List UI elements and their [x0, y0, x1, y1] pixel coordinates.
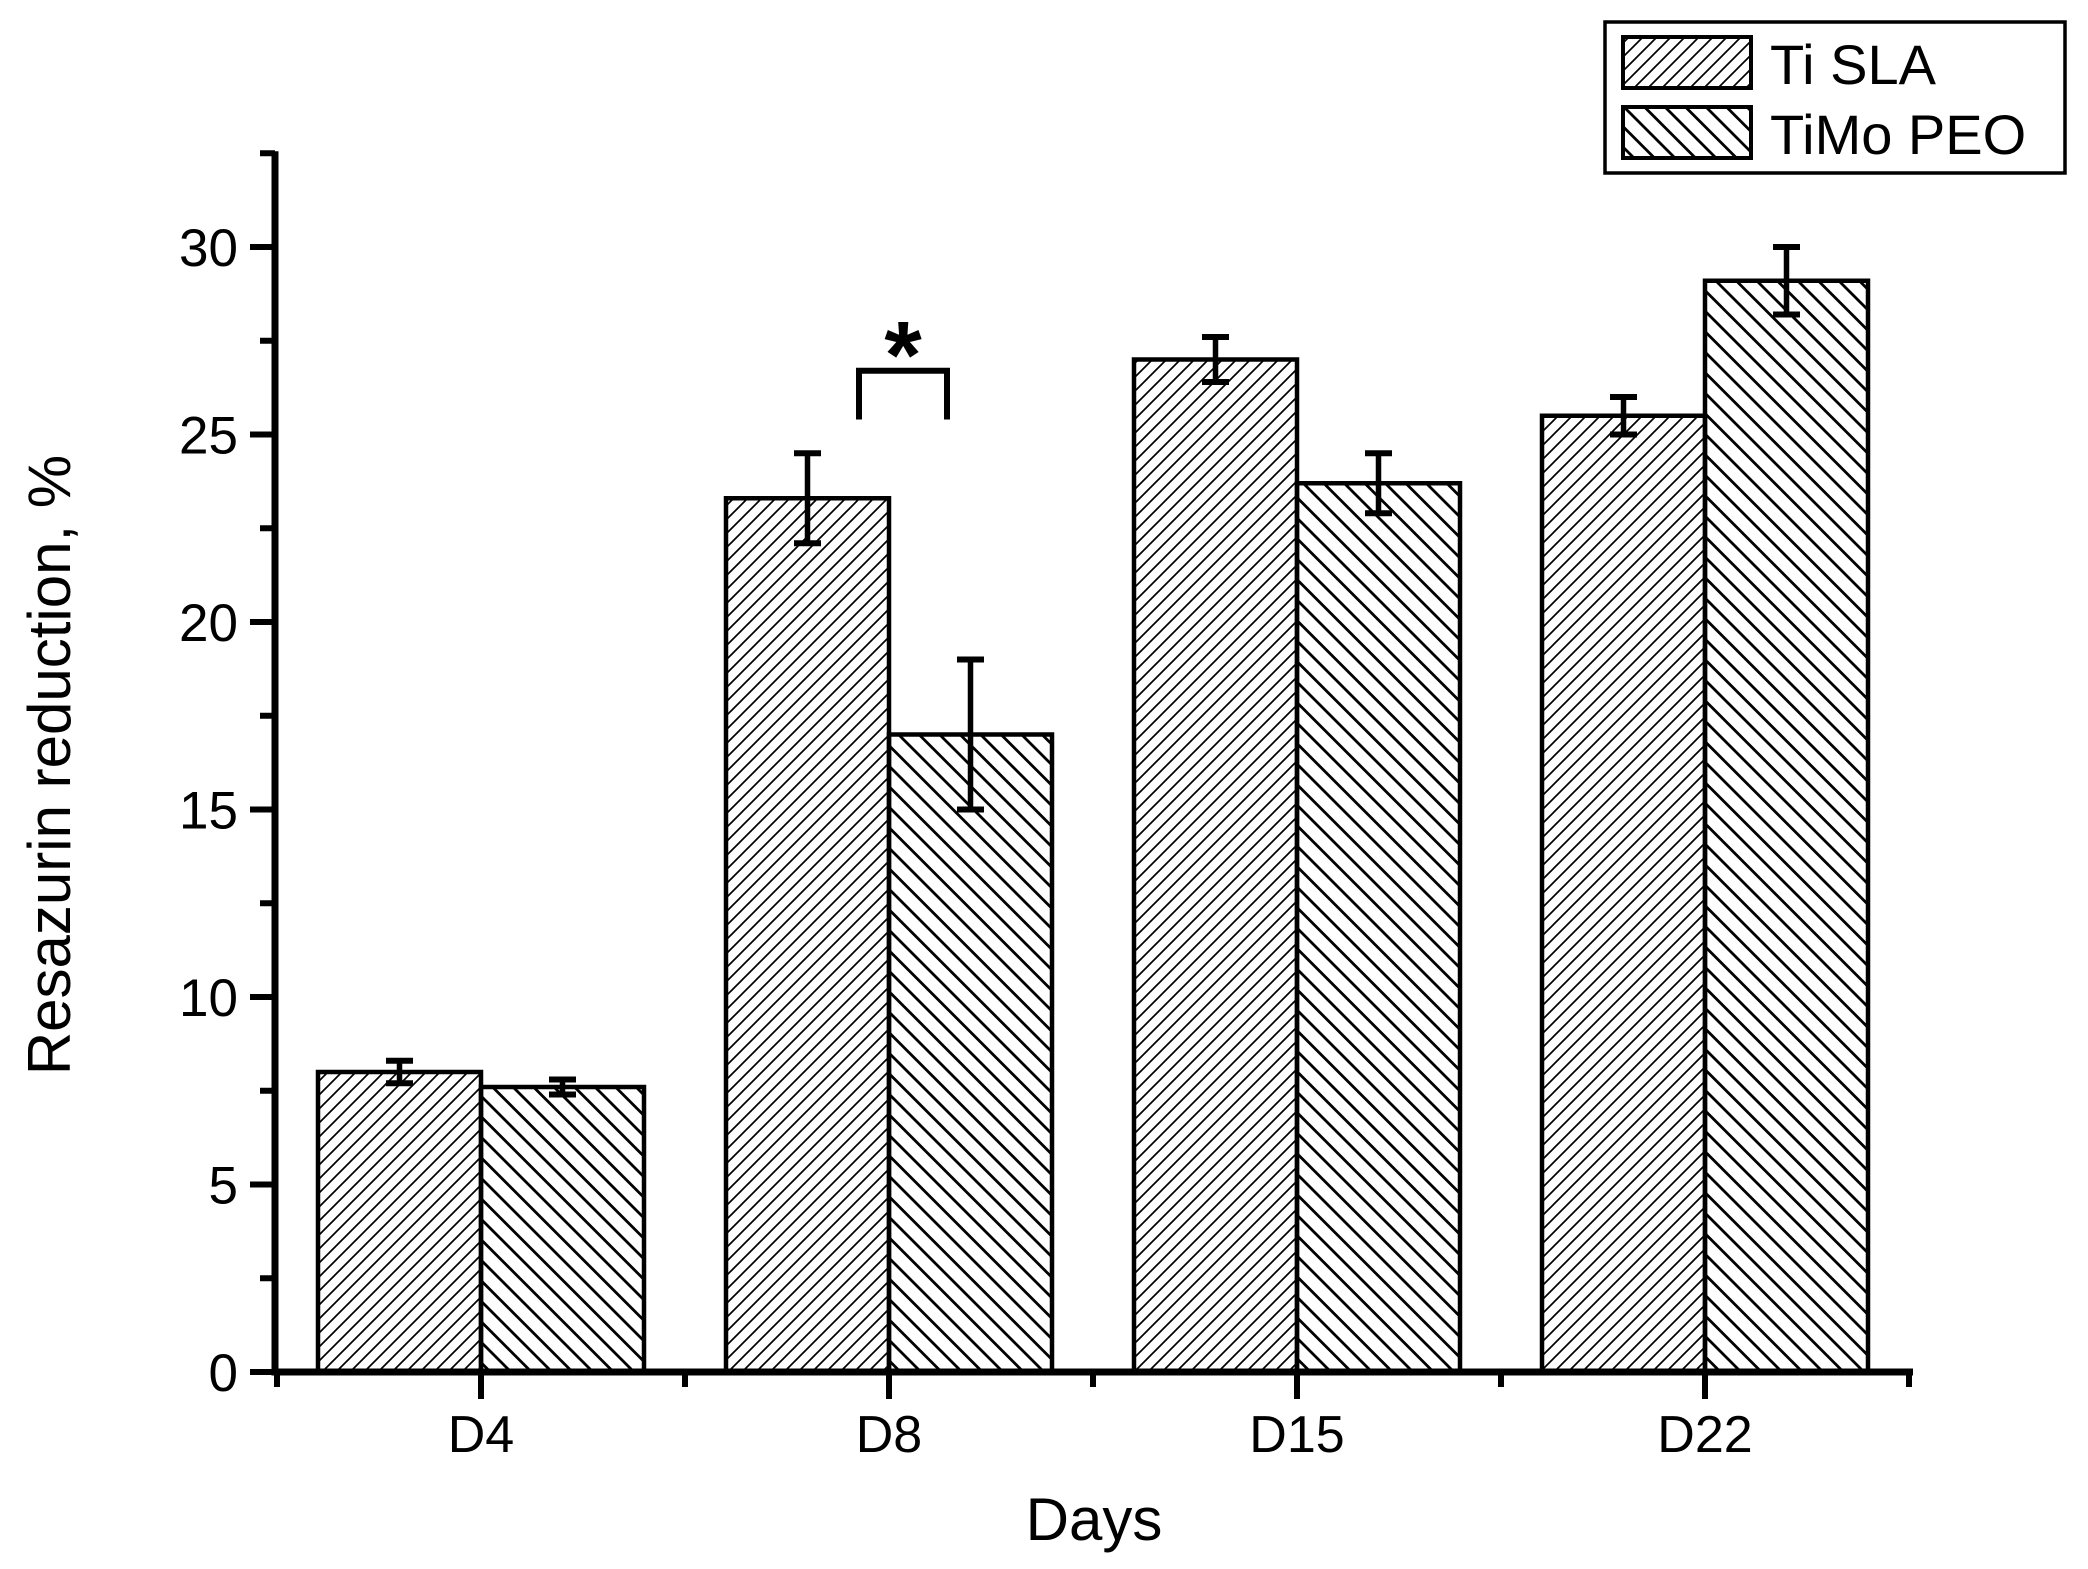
bar-ti-sla-d8	[723, 496, 892, 1375]
x-axis-title: Days	[1026, 1486, 1163, 1553]
y-tick-label: 5	[209, 1157, 238, 1216]
y-tick-label: 25	[179, 407, 238, 466]
x-tick-label: D4	[448, 1406, 514, 1464]
y-tick-label: 0	[209, 1344, 238, 1403]
significance-annotation: *	[856, 302, 950, 420]
y-tick-label: 10	[179, 969, 238, 1028]
bars	[315, 278, 1871, 1375]
y-axis-title: Resazurin reduction, %	[16, 455, 83, 1075]
bar-timo-peo-d15	[1294, 481, 1463, 1375]
legend-label-timo-peo: TiMo PEO	[1770, 103, 2026, 166]
legend: Ti SLA TiMo PEO	[1603, 20, 2067, 175]
bar-timo-peo-d4	[478, 1084, 647, 1375]
x-tick-label: D22	[1657, 1406, 1752, 1464]
axis-titles: Days Resazurin reduction, %	[16, 455, 1162, 1553]
y-tick-label: 15	[179, 782, 238, 841]
x-tick-label: D15	[1249, 1406, 1344, 1464]
significance-bracket	[856, 367, 950, 420]
error-bars	[386, 244, 1800, 1098]
bar-ti-sla-d4	[315, 1069, 484, 1375]
significance-asterisk: *	[884, 302, 922, 409]
bar-timo-peo-d8	[886, 732, 1055, 1375]
bar-ti-sla-d22	[1539, 413, 1708, 1375]
legend-swatch-timo-peo	[1621, 105, 1753, 160]
legend-label-ti-sla: Ti SLA	[1770, 33, 1937, 96]
bar-ti-sla-d15	[1131, 357, 1300, 1375]
y-tick-label: 20	[179, 594, 238, 653]
y-tick-label: 30	[179, 219, 238, 278]
x-tick-label: D8	[856, 1406, 922, 1464]
legend-swatch-ti-sla	[1621, 35, 1753, 90]
bar-timo-peo-d22	[1702, 278, 1871, 1375]
